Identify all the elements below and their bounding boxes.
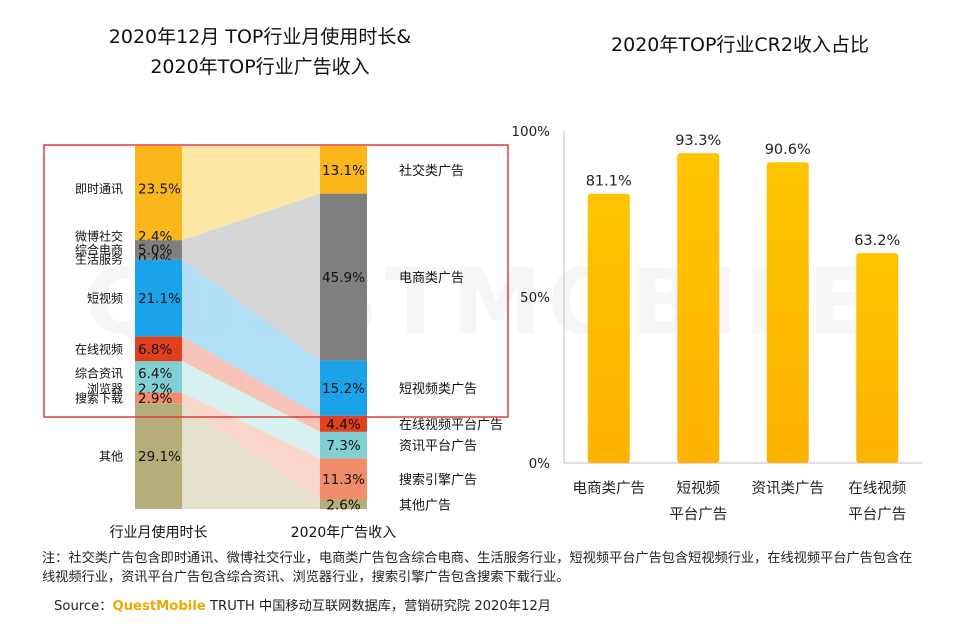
- right-stack-value: 7.3%: [326, 438, 360, 454]
- left-chart-title: 2020年12月 TOP行业月使用时长& 2020年TOP行业广告收入: [40, 22, 480, 82]
- left-stack-segment: [135, 231, 182, 241]
- left-stack-label: 即时通讯: [75, 182, 123, 196]
- left-stack-value: 29.1%: [138, 449, 181, 465]
- left-stack-label: 综合资讯: [75, 365, 123, 380]
- source-line: Source：QuestMobile TRUTH 中国移动互联网数据库，营销研究…: [54, 595, 551, 614]
- right-stack-segment: [320, 415, 367, 432]
- cr2-bar: [677, 153, 720, 463]
- right-stack-value: 15.2%: [322, 381, 365, 397]
- left-stack-label: 搜索下载: [75, 390, 123, 405]
- y-tick-label: 100%: [511, 124, 550, 140]
- left-stack-label: 浏览器: [87, 381, 123, 396]
- flow-band: [182, 392, 320, 500]
- cr2-category-label: 平台广告: [669, 506, 727, 523]
- right-stack-label: 电商类广告: [399, 271, 464, 286]
- left-stack-label: 生活服务: [75, 252, 123, 267]
- left-title-line1: 2020年12月 TOP行业月使用时长&: [108, 26, 412, 48]
- right-stack-label: 在线视频平台广告: [399, 418, 503, 433]
- cr2-bar-value: 90.6%: [765, 142, 811, 158]
- cr2-category-label: 电商类广告: [573, 480, 646, 497]
- cr2-category-label: 资讯类广告: [752, 480, 825, 497]
- cr2-bar: [856, 253, 899, 463]
- right-stack-label: 搜索引擎广告: [399, 473, 477, 488]
- right-stack-value: 13.1%: [322, 163, 365, 179]
- left-stack-segment: [135, 403, 182, 509]
- right-stack-value: 11.3%: [322, 472, 365, 488]
- right-stack-segment: [320, 146, 367, 194]
- left-stack-segment: [135, 336, 182, 362]
- flow-band: [182, 259, 320, 416]
- left-title-line2: 2020年TOP行业广告收入: [150, 56, 370, 78]
- left-stack-value: 5.0%: [138, 242, 172, 258]
- right-stack-label: 社交类广告: [399, 163, 464, 179]
- right-stack-segment: [320, 360, 367, 416]
- stack-category-label: 2020年广告收入: [291, 525, 397, 541]
- y-tick-label: 50%: [520, 290, 550, 306]
- left-stack-segment: [135, 259, 182, 337]
- right-stack-value: 45.9%: [322, 270, 365, 286]
- left-stack-segment: [135, 361, 182, 385]
- cr2-category-label: 在线视频: [848, 480, 906, 497]
- right-stack-value: 2.6%: [326, 497, 360, 513]
- left-stack-value: 2.9%: [138, 391, 172, 407]
- flow-band: [182, 336, 320, 432]
- left-stack-value: 6.4%: [138, 366, 172, 382]
- right-stack-segment: [320, 499, 367, 509]
- right-stack-value: 4.4%: [326, 417, 360, 433]
- right-stack-label: 其他广告: [399, 498, 451, 513]
- right-stack-label: 短视频类广告: [399, 382, 477, 397]
- cr2-bar: [587, 193, 630, 464]
- left-stack-label: 微博社交: [75, 228, 123, 243]
- right-stack-segment: [320, 458, 367, 500]
- stack-category-label: 行业月使用时长: [110, 524, 208, 541]
- y-tick-label: 0%: [529, 456, 551, 472]
- flow-band: [182, 193, 320, 361]
- cr2-bar-value: 93.3%: [675, 133, 721, 149]
- cr2-bar-value: 63.2%: [854, 233, 900, 249]
- left-stack-segment: [135, 146, 182, 232]
- left-stack-value: 21.1%: [138, 291, 181, 307]
- right-stack-label: 资讯平台广告: [399, 439, 477, 454]
- left-stack-label: 其他: [99, 450, 123, 464]
- cr2-category-label: 短视频: [677, 480, 721, 497]
- left-stack-segment: [135, 384, 182, 393]
- right-stack-segment: [320, 431, 367, 459]
- right-stack-segment: [320, 193, 367, 361]
- flow-band: [182, 146, 320, 241]
- left-stack-label: 在线视频: [75, 341, 123, 356]
- left-stack-value: 6.8%: [138, 342, 172, 358]
- source-text: TRUTH 中国移动互联网数据库，营销研究院 2020年12月: [205, 599, 551, 614]
- flow-band: [182, 361, 320, 459]
- left-stack-segment: [135, 258, 182, 260]
- cr2-bar-value: 81.1%: [586, 174, 632, 190]
- source-prefix: Source：: [54, 599, 113, 614]
- cr2-bar: [766, 162, 809, 463]
- left-stack-value: 23.5%: [138, 182, 181, 198]
- left-stack-segment: [135, 240, 182, 259]
- right-chart-title: 2020年TOP行业CR2收入占比: [611, 34, 869, 56]
- flow-band: [182, 403, 320, 509]
- left-stack-label: 短视频: [87, 291, 123, 306]
- footnote: 注：社交类广告包含即时通讯、微博社交行业，电商类广告包含综合电商、生活服务行业，…: [42, 551, 913, 585]
- source-brand: QuestMobile: [112, 599, 206, 614]
- highlight-box: [43, 144, 509, 418]
- cr2-category-label: 平台广告: [848, 506, 906, 523]
- left-stack-segment: [135, 392, 182, 404]
- left-stack-label: 综合电商: [75, 242, 123, 257]
